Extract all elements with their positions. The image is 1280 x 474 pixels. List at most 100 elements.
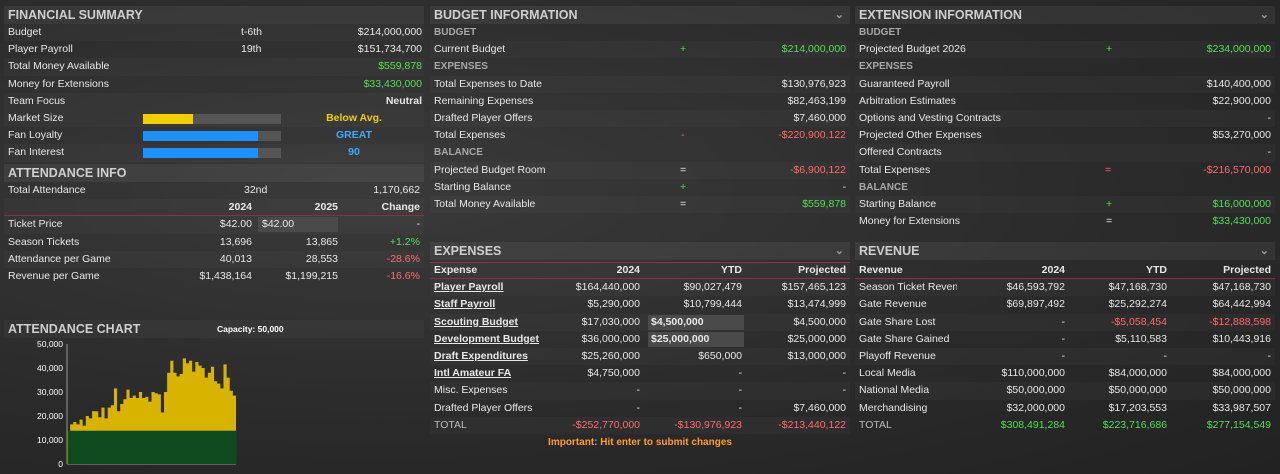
projected-budget-op: + [1106, 43, 1113, 56]
revenue-2024: $46,593,792 [1006, 281, 1065, 294]
budget-expense-row: Drafted Player Offers $7,460,000 [430, 110, 850, 127]
ext-expense-row: Options and Vesting Contracts - [855, 110, 1275, 127]
chevron-down-icon[interactable]: ⌄ [834, 245, 844, 257]
ext-expense-row: Guaranteed Payroll $140,400,000 [855, 76, 1275, 93]
attendance-row: Season Tickets 13,696 13,865 +1.2% [4, 234, 424, 251]
expense-projected: $13,474,999 [787, 298, 846, 311]
financial-row-label: Money for Extensions [8, 77, 109, 90]
budget-balance-value: -$6,900,122 [789, 163, 846, 176]
attendance-chart: 50,000 40,000 30,000 20,000 10,000 0 [37, 339, 237, 468]
budget-balance-op: = [680, 197, 687, 210]
revenue-ytd: $84,000,000 [1108, 367, 1167, 380]
chart-y-tick: 10,000 [37, 435, 63, 445]
expenses-total-2024: -$252,770,000 [572, 418, 640, 431]
expense-link[interactable]: Player Payroll [434, 281, 504, 294]
current-budget-value: $214,000,000 [781, 43, 846, 56]
expense-ytd: $10,799,444 [683, 298, 742, 311]
ext-expense-label: Arbitration Estimates [859, 94, 956, 107]
col-change: Change [381, 201, 420, 214]
revenue-projected: $84,000,000 [1212, 367, 1271, 380]
budget-balance-row: Projected Budget Room = -$6,900,122 [430, 162, 850, 179]
revenue-row: Season Ticket Reven $46,593,792 $47,168,73… [855, 279, 1275, 296]
balance-sub: BALANCE [434, 147, 483, 159]
financial-row: Total Money Available $559,878 [4, 58, 424, 75]
budget-expense-label: Remaining Expenses [434, 94, 534, 107]
revenue-ytd: $5,110,583 [1115, 332, 1167, 345]
expenses-title-text: EXPENSES [434, 244, 502, 258]
expense-ytd-input[interactable]: $25,000,000 [648, 331, 744, 347]
expenses-panel: EXPENSES ⌄ Expense 2024 YTD Projected Pl… [430, 242, 850, 451]
financial-row: Player Payroll 19th $151,734,700 [4, 41, 424, 58]
total-attendance-value: 1,170,662 [373, 184, 420, 196]
financial-row: Team Focus Neutral [4, 93, 424, 110]
attendance-row-change: -28.6% [386, 252, 420, 265]
attendance-row-change: -16.6% [386, 269, 420, 282]
attendance-chart-title-text: ATTENDANCE CHART [8, 322, 141, 336]
projected-budget-label: Projected Budget 2026 [859, 43, 966, 56]
expense-link[interactable]: Development Budget [434, 332, 540, 345]
expense-projected: - [842, 384, 847, 397]
revenue-label: Merchandising [859, 401, 928, 414]
attendance-row-2025: 13,865 [305, 235, 338, 248]
attendance-row: Attendance per Game 40,013 28,553 -28.6% [4, 251, 424, 268]
current-budget-row: Current Budget + $214,000,000 [430, 41, 850, 58]
ticket-price-input[interactable]: $42.00 [258, 217, 338, 233]
revenue-label: Gate Revenue [859, 298, 927, 311]
meter-text: GREAT [336, 129, 372, 142]
chart-y-tick: 0 [58, 459, 63, 468]
financial-row-value: Neutral [385, 94, 422, 107]
meter-row: Fan Interest 90 [4, 144, 424, 161]
total-attendance-row: Total Attendance 32nd 1,170,662 [4, 182, 424, 199]
attendance-info-title: ATTENDANCE INFO [4, 164, 424, 182]
budget-total-expenses-label: Total Expenses [434, 129, 506, 142]
rev-col-2024: 2024 [1041, 264, 1065, 276]
expense-ytd: - [738, 384, 743, 397]
revenue-row: Merchandising $32,000,000 $17,203,553 $33,9… [855, 400, 1275, 417]
expenses-total-label: TOTAL [434, 418, 467, 431]
expense-row: Misc. Expenses - - - [430, 382, 850, 399]
current-budget-label: Current Budget [434, 43, 506, 56]
chevron-down-icon[interactable]: ⌄ [1259, 9, 1269, 21]
attendance-row-label: Ticket Price [8, 218, 63, 231]
revenue-2024: $110,000,000 [1001, 367, 1065, 380]
expense-link[interactable]: Draft Expenditures [434, 349, 528, 362]
extension-information-title-text: EXTENSION INFORMATION [859, 8, 1022, 22]
financial-row-label: Player Payroll [8, 43, 73, 56]
expense-ytd-input[interactable]: $4,500,000 [648, 314, 744, 330]
extension-information-title: EXTENSION INFORMATION ⌄ [855, 6, 1275, 24]
attendance-row: Ticket Price $42.00 $42.00 - [4, 216, 424, 233]
expense-ytd-input-value: $25,000,000 [651, 332, 710, 345]
expense-2024: $164,440,000 [575, 281, 640, 294]
revenue-total-2024: $308,491,284 [1000, 418, 1065, 431]
rev-col-ytd: YTD [1146, 264, 1167, 276]
revenue-total-projected: $277,154,549 [1206, 418, 1271, 431]
ext-expense-value: - [1267, 146, 1272, 159]
exp-col-expense: Expense [434, 264, 478, 276]
attendance-row-2025: $1,199,215 [285, 269, 338, 282]
expense-projected: $25,000,000 [787, 332, 846, 345]
budget-information-title-text: BUDGET INFORMATION [434, 8, 578, 22]
budget-balance-label: Starting Balance [434, 180, 512, 193]
col-2024: 2024 [228, 201, 252, 214]
expenses-title: EXPENSES ⌄ [430, 242, 850, 260]
budget-information-panel: BUDGET INFORMATION ⌄ BUDGET Current Budg… [430, 6, 850, 213]
meter-label: Fan Loyalty [8, 129, 63, 142]
expense-2024: $4,750,000 [587, 367, 640, 380]
meter-fill [143, 148, 258, 159]
ext-balance-value: $33,430,000 [1212, 215, 1271, 228]
expense-link[interactable]: Intl Amateur FA [434, 367, 512, 380]
submit-note: Important: Hit enter to submit changes [548, 436, 732, 448]
chevron-down-icon[interactable]: ⌄ [1259, 245, 1269, 257]
chevron-down-icon[interactable]: ⌄ [834, 9, 844, 21]
meter-text: 90 [348, 146, 360, 159]
expense-link[interactable]: Scouting Budget [434, 315, 518, 328]
budget-expense-label: Drafted Player Offers [434, 111, 533, 124]
revenue-projected: - [1267, 349, 1272, 362]
revenue-projected: $47,168,730 [1212, 281, 1271, 294]
ext-expense-row: Arbitration Estimates $22,900,000 [855, 93, 1275, 110]
ext-balance-label: Starting Balance [859, 197, 937, 210]
expense-link[interactable]: Staff Payroll [434, 298, 496, 311]
chart-y-tick: 20,000 [37, 411, 63, 421]
attendance-row-change: +1.2% [389, 235, 420, 248]
budget-expense-value: $82,463,199 [787, 94, 846, 107]
